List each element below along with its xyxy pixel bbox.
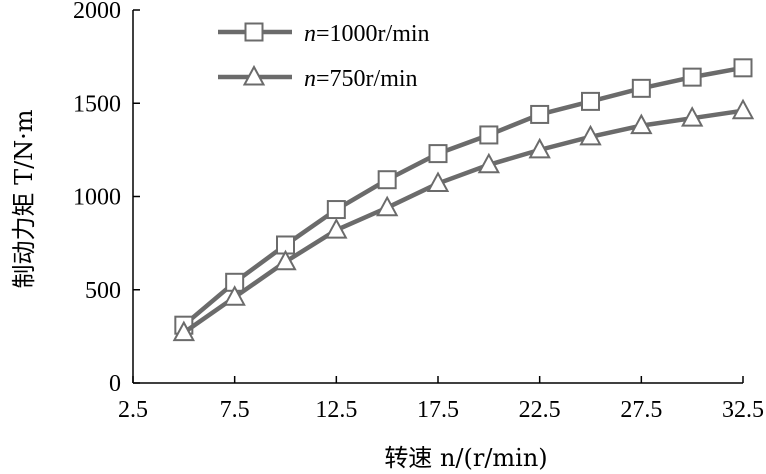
x-tick-label: 22.5 (519, 397, 561, 423)
data-point-square (530, 104, 550, 124)
x-tick-label: 2.5 (118, 397, 148, 423)
data-point-square (733, 58, 753, 78)
series-triangle (172, 98, 755, 342)
legend-marker-square (244, 22, 264, 42)
legend-item: n=750r/min (218, 64, 418, 92)
x-tick-label: 12.5 (315, 397, 357, 423)
series-square (174, 58, 753, 335)
axes: 0 500 1000 1500 2000 2.5 7.5 12.5 17.5 22.5 27.5 32… (73, 0, 764, 423)
y-tick-label: 0 (109, 371, 121, 397)
data-point-triangle (477, 152, 501, 174)
data-point-square (326, 200, 346, 220)
data-point-square (479, 125, 499, 145)
legend: n=1000r/min n=750r/min (218, 21, 430, 92)
series-line (182, 65, 744, 327)
data-point-triangle (579, 124, 602, 146)
data-point-triangle (630, 113, 653, 135)
data-point-square (377, 170, 397, 190)
data-point-triangle (680, 106, 704, 127)
data-point-triangle (172, 320, 196, 342)
data-point-triangle (426, 171, 450, 192)
x-tick-label: 7.5 (220, 397, 250, 423)
x-tick-label: 32.5 (722, 397, 764, 423)
data-point-square (581, 91, 600, 111)
legend-marker-triangle (242, 64, 266, 86)
y-axis-title: 制动力矩 T/N·m (10, 109, 38, 288)
data-point-square (682, 67, 702, 87)
legend-item: n=1000r/min (218, 21, 430, 47)
y-tick-label: 1500 (73, 91, 121, 117)
x-tick-label: 27.5 (620, 397, 662, 423)
x-axis-title: 转速 n/(r/min) (384, 444, 547, 472)
data-point-triangle (325, 217, 348, 239)
y-tick-label: 1000 (73, 185, 121, 211)
data-point-triangle (375, 195, 399, 217)
y-tick-label: 500 (85, 278, 121, 304)
legend-label: n=750r/min (304, 66, 418, 92)
x-tick-label: 17.5 (417, 397, 459, 423)
data-point-square (631, 78, 651, 98)
y-tick-label: 2000 (73, 0, 121, 24)
data-point-triangle (731, 98, 755, 120)
data-point-triangle (223, 285, 246, 306)
series-layer (172, 58, 755, 342)
data-point-triangle (528, 137, 551, 159)
data-point-triangle (274, 249, 297, 271)
legend-label: n=1000r/min (304, 21, 430, 47)
data-point-square (428, 144, 448, 164)
